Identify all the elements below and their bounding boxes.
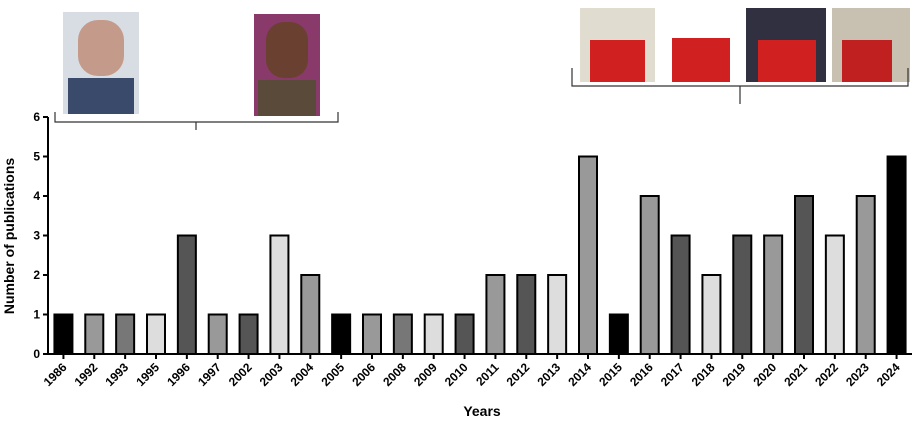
x-tick-label: 1995 [133,360,162,389]
x-tick-label: 2014 [565,360,594,389]
x-tick-label: 2020 [750,360,779,389]
bar [672,236,690,355]
x-tick-label: 2006 [349,360,378,389]
bar [733,236,751,355]
x-axis-label: Years [463,403,501,419]
x-tick-label: 2003 [257,360,286,389]
bar [425,315,443,355]
x-tick-label: 2009 [411,360,440,389]
bar [888,157,906,355]
bar [209,315,227,355]
bar [363,315,381,355]
bar [85,315,103,355]
x-tick-label: 2002 [226,360,255,389]
bar [270,236,288,355]
chart: Number of publications Years 0 1 2 3 4 5 6 1986… [0,0,914,423]
bar [517,275,535,354]
y-tick-label: 1 [33,308,40,322]
photo-robe [590,40,645,82]
photo-robe [672,38,730,82]
bar [764,236,782,355]
y-tick-label: 5 [33,150,40,164]
photo-face [266,22,308,78]
photos-right [580,8,910,82]
bar [147,315,165,355]
y-tick-label: 4 [33,189,40,203]
bar [116,315,134,355]
photo-robe [758,40,816,82]
x-tick-label: 1992 [72,360,101,389]
photo-suit [258,80,316,116]
bar [548,275,566,354]
bar [579,157,597,355]
bar [641,196,659,354]
bar [456,315,474,355]
y-tick-label: 3 [33,229,40,243]
x-tick-label: 2019 [720,360,749,389]
bar [178,236,196,355]
x-tick-label: 2021 [781,360,810,389]
x-tick-label: 1993 [102,360,131,389]
bar [394,315,412,355]
y-axis-label: Number of publications [1,158,17,315]
bar [486,275,504,354]
bar [857,196,875,354]
bar [702,275,720,354]
x-tick-label: 2018 [689,360,718,389]
photo-face [78,20,124,76]
x-tick-label: 2012 [504,360,533,389]
y-tick-label: 6 [33,110,40,124]
photos-left [63,12,320,116]
x-tick-label: 2023 [843,360,872,389]
x-tick-label: 2010 [442,360,471,389]
x-tick-label: 2008 [380,360,409,389]
y-tick-label: 2 [33,268,40,282]
x-tick-label: 2016 [627,360,656,389]
bar [240,315,258,355]
bar [54,315,72,355]
bar [826,236,844,355]
bar [301,275,319,354]
bar [610,315,628,355]
x-tick-label: 2013 [534,360,563,389]
y-tick-label: 0 [33,347,40,361]
bar [332,315,350,355]
x-tick-label: 1996 [164,360,193,389]
bar [795,196,813,354]
x-tick-label: 2011 [473,360,502,389]
x-tick-label: 1997 [195,360,224,389]
x-tick-label: 2005 [318,360,347,389]
x-tick-label: 2015 [596,360,625,389]
x-tick-label: 2024 [874,360,903,389]
photo-robe [842,40,892,82]
x-tick-label: 2017 [658,360,687,389]
x-tick-label: 1986 [41,360,70,389]
photo-suit [68,78,134,114]
x-tick-label: 2004 [288,360,317,389]
x-tick-label: 2022 [812,360,841,389]
